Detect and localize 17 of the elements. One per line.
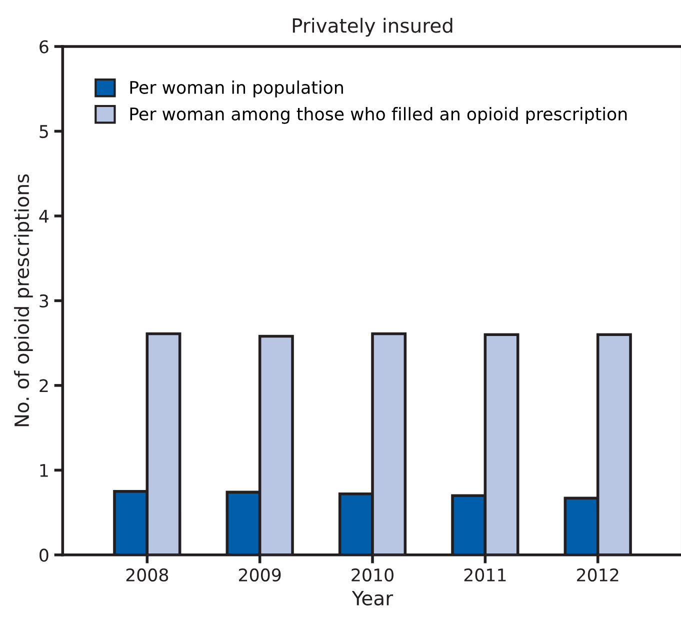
y-tick-label: 4 <box>39 210 48 223</box>
y-tick-label: 0 <box>40 548 48 562</box>
x-tick-label: 2010 <box>352 568 394 582</box>
x-tick-label: 2009 <box>239 568 281 582</box>
y-tick-label: 5 <box>40 125 48 138</box>
legend-label: Per woman in population <box>130 80 343 98</box>
x-tick-label: 2011 <box>464 568 506 582</box>
y-tick-label: 1 <box>40 464 48 477</box>
y-tick-label: 3 <box>40 294 48 308</box>
y-axis-title: No. of opioid prescriptions <box>14 174 33 426</box>
x-tick-label: 2012 <box>577 568 618 582</box>
x-axis-title: Year <box>352 591 394 606</box>
chart-title: Privately insured <box>292 18 452 37</box>
x-tick-label: 2008 <box>126 568 168 582</box>
legend-label: Per woman among those who filled an opioid prescription <box>130 107 627 124</box>
y-tick-label: 6 <box>40 40 48 54</box>
y-tick-label: 2 <box>40 379 48 392</box>
